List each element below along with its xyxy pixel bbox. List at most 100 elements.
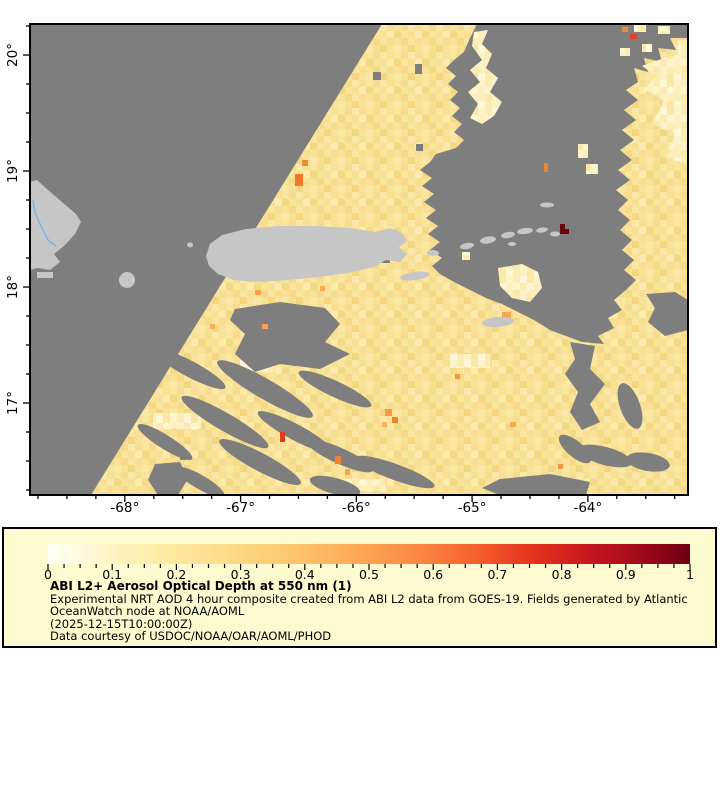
cloud-speck [416,144,423,151]
land-shape [482,316,514,328]
mass-yellow-patch [578,144,588,158]
aod-speckle [502,312,511,319]
cloud-blob [137,424,193,460]
legend-line: Experimental NRT AOD 4 hour composite cr… [50,591,688,606]
mass-yellow-patch [468,30,502,124]
legend-line: OceanWatch node at NOAA/AOML [50,604,245,619]
cloud-blob [217,360,313,418]
colorbar-tick-label: 0.1 [102,567,123,582]
cloud-blob [646,292,688,336]
aod-speckle [210,324,215,329]
mass-yellow-patch [678,40,688,58]
axis-label-bottom: -65° [458,500,487,516]
land-shape [508,242,516,246]
land-shape [37,272,53,278]
legend-line: Data courtesy of USDOC/NOAA/OAR/AOML/PHO… [50,629,332,644]
aod-speckle [622,27,628,32]
colorbar-tick-label: 0.8 [551,567,572,582]
land-shape [427,250,439,256]
land-shape [206,226,407,282]
river-line [32,199,57,247]
axis-label-left: 18° [5,275,21,299]
map-data-group [30,24,688,495]
colorbar-tick-label: 0.7 [487,567,508,582]
cloud-blob [230,302,350,372]
aod-speckle [544,163,548,172]
land-shape [30,180,81,270]
aod-speckle [335,456,341,464]
aod-speckle [385,409,392,416]
colorbar-tick-labels: 0 0.1 0.2 0.3 0.4 0.5 0.6 0.7 0.8 0.9 1 [4,567,715,582]
legend-line: (2025-12-15T10:00:00Z) [50,616,193,631]
colorbar-tick-label: 0.6 [423,567,444,582]
mass-yellow-patch [586,164,598,174]
axis-label-bottom: -67° [226,500,255,516]
cloud-speck [373,72,381,80]
aod-speckle [392,417,398,423]
mass-yellow-patch [620,48,630,56]
colorbar-tick-label: 0 [44,567,52,582]
land-shape [119,272,135,288]
land-shape [480,236,496,244]
aod-speckle [302,160,308,166]
cloud-blob [626,452,670,472]
land-shape [501,231,515,239]
mass-yellow-patch [642,52,688,164]
mass-yellow-patch [498,264,542,302]
cloud-speck [180,454,186,460]
cloud-blob [298,370,372,408]
mass-yellow-patch [462,252,470,260]
axis-label-bottom: -68° [110,500,139,516]
colorbar-tick-label: 0.2 [166,567,187,582]
map-frame-group: 20° 19° 18° 17° -68° -67° -66° -65° -64° [5,23,689,516]
aod-speckle [345,469,350,475]
colorbar-gradient [48,544,690,564]
land-shape [460,242,474,250]
aod-speckle [558,464,563,469]
axis-label-bottom: -64° [573,500,602,516]
map-canvas: 20° 19° 18° 17° -68° -67° -66° -65° -64° [5,23,689,516]
cloud-blob [565,342,605,430]
aod-speckle [320,286,325,291]
map-frame [29,23,689,496]
pale-patch [153,413,201,429]
mass-yellow-patch [634,24,646,32]
cloud-speck [415,64,422,74]
cloud-blob [175,466,225,495]
cloud-blob [355,455,435,489]
cloud-blob [558,434,592,464]
aod-speckle [382,422,387,427]
cloud-blob [181,395,269,449]
aod-speckle [262,324,268,329]
aod-speckle [510,422,516,427]
colorbar-tick-label: 0.3 [230,567,251,582]
legend-panel: 0 0.1 0.2 0.3 0.4 0.5 0.6 0.7 0.8 0.9 1 ABI L2+ Ae… [2,527,717,648]
mass-yellow-patch [642,44,652,52]
cloud-blob [577,444,633,468]
colorbar-tick-label: 0.9 [615,567,636,582]
axis-label-left: 17° [5,391,21,415]
aod-speckle [295,174,303,186]
colorbar-tick-label: 0.4 [294,567,315,582]
land-shape [550,231,560,237]
land-shape [517,227,533,235]
aod-speckle [455,374,460,379]
axis-label-left: 19° [5,159,21,183]
mass-yellow-patch [658,26,670,34]
aod-speckle [630,34,637,39]
land-shape [400,271,430,281]
aod-speckle [280,432,285,442]
legend-text-block: ABI L2+ Aerosol Optical Depth at 550 nm … [50,580,688,643]
cloud-blob [154,348,226,390]
aod-speckle [560,229,569,234]
axis-label-bottom: -66° [342,500,371,516]
colorbar-tick-label: 0.5 [359,567,379,582]
cloud-blob [482,474,590,495]
land-shape [187,242,193,248]
land-shape [540,202,554,208]
cloud-blob [617,383,643,429]
axis-label-left: 20° [5,43,21,67]
colorbar-tick-label: 1 [686,567,694,582]
land-shape [536,227,548,233]
